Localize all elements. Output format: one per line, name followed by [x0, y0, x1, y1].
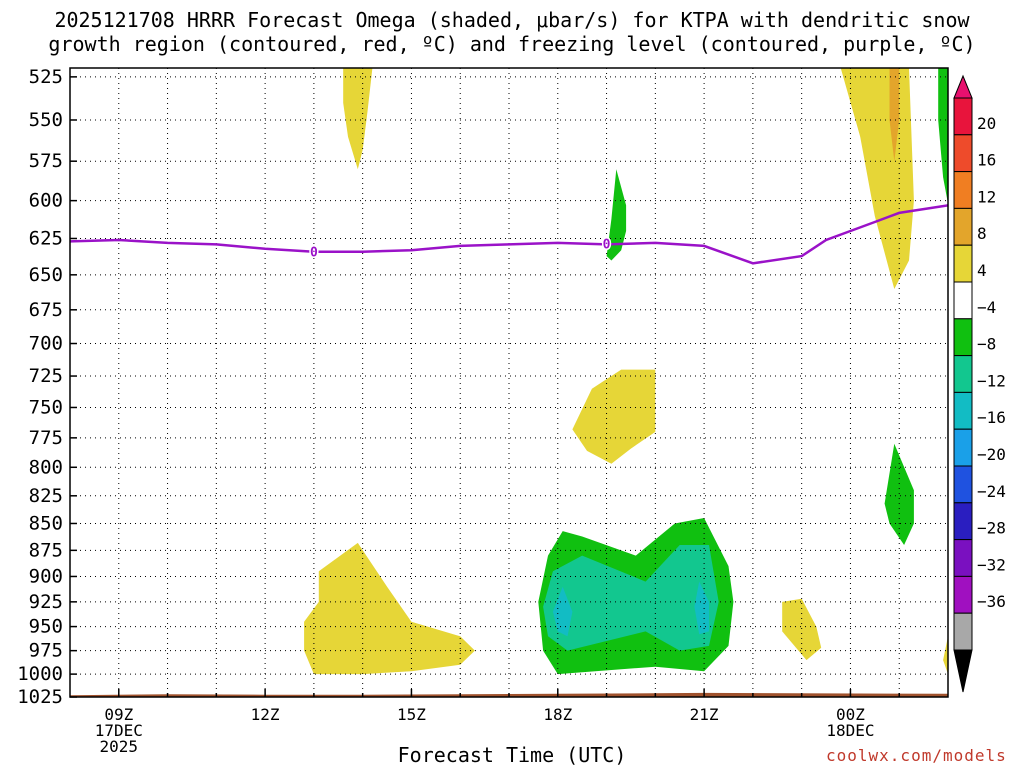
x-axis-label: Forecast Time (UTC) [397, 743, 627, 767]
colorbar-swatch [953, 539, 973, 577]
omega-region-negative-21z-core [694, 581, 709, 635]
x-tick-label-09Z: 09Z 17DEC 2025 [95, 705, 143, 756]
y-tick-label-1000: 1000 [17, 663, 63, 685]
colorbar-label: −32 [977, 555, 1006, 574]
omega-region-positive-13z-low [304, 542, 475, 675]
omega-region-positive-14z-upper [343, 68, 373, 170]
chart-title-line-1: 2025121708 HRRR Forecast Omega (shaded, … [54, 8, 970, 32]
colorbar-swatch [953, 465, 973, 504]
freezing-level-label: 0 [603, 238, 611, 253]
x-axis-tick-labels: 09Z 17DEC 2025 12Z 15Z 18Z 21Z 00Z 18DEC [95, 705, 875, 756]
colorbar-swatch [953, 575, 973, 614]
colorbar-label: −8 [977, 335, 996, 354]
chart-title-line-2: growth region (contoured, red, ºC) and f… [48, 32, 976, 56]
omega-region-negative-26z-upper [938, 68, 948, 204]
y-tick-label-900: 900 [29, 565, 63, 587]
omega-region-negative-19z-upper [606, 169, 627, 261]
colorbar-label: −36 [977, 592, 1006, 611]
colorbar-swatch [953, 171, 973, 209]
colorbar-swatch [953, 502, 973, 541]
colorbar-swatch [953, 428, 973, 467]
y-tick-label-750: 750 [29, 396, 63, 418]
y-tick-label-675: 675 [29, 299, 63, 321]
omega-region-negative-19z-low-middle [543, 545, 719, 651]
x-tick-label-18Z: 18Z [543, 705, 572, 724]
colorbar-label: 20 [977, 114, 996, 133]
plot-axes [69, 67, 949, 698]
omega-region-positive-23z-low [782, 598, 822, 661]
credit-text: coolwx.com/models [826, 746, 1007, 765]
colorbar-label: −16 [977, 408, 1006, 427]
colorbar-swatch [953, 318, 973, 357]
freezing-level-label: 0 [310, 246, 318, 261]
y-tick-label-1025: 1025 [17, 686, 63, 708]
y-tick-label-800: 800 [29, 456, 63, 478]
omega-region-positive-19z-mid [572, 369, 656, 464]
colorbar-label: −24 [977, 482, 1006, 501]
grid-lines [70, 68, 948, 698]
y-tick-label-575: 575 [29, 150, 63, 172]
y-tick-label-925: 925 [29, 591, 63, 613]
y-tick-label-600: 600 [29, 190, 63, 212]
omega-region-positive-26z-low [943, 636, 948, 675]
x-tick-label-12Z: 12Z [251, 705, 280, 724]
colorbar-label: −4 [977, 298, 996, 317]
colorbar-swatch [953, 244, 973, 283]
y-tick-label-650: 650 [29, 264, 63, 286]
plot-frame [69, 67, 949, 698]
y-tick-label-550: 550 [29, 109, 63, 131]
y-tick-label-775: 775 [29, 427, 63, 449]
colorbar-swatch [953, 207, 973, 246]
omega-region-positive-25z-upper [840, 68, 914, 289]
y-tick-label-725: 725 [29, 365, 63, 387]
x-tick-label-15Z: 15Z [397, 705, 426, 724]
colorbar-swatch [953, 612, 973, 651]
colorbar-bottom-arrow [953, 649, 973, 693]
colorbar-swatch [953, 355, 973, 393]
x-tick-label-00Z: 00Z 18DEC [826, 705, 874, 740]
freezing-level-line [70, 204, 948, 265]
x-tick-label-21Z: 21Z [690, 705, 719, 724]
y-tick-label-700: 700 [29, 333, 63, 355]
y-tick-label-975: 975 [29, 640, 63, 662]
colorbar-swatch [953, 391, 973, 430]
y-tick-label-950: 950 [29, 616, 63, 638]
omega-region-positive-25z-upper-core [889, 68, 900, 162]
omega-shaded-features [304, 68, 948, 675]
colorbar-label: 4 [977, 261, 987, 280]
colorbar-label: −20 [977, 445, 1006, 464]
y-axis-tick-labels: 525 550 575 600 625 650 675 700 725 750 775 800 825 8… [17, 66, 63, 708]
omega-region-negative-25z-mid [884, 443, 914, 545]
freezing-level-layer: 00 [70, 204, 948, 265]
colorbar-top-arrow [953, 74, 973, 99]
y-tick-label-875: 875 [29, 539, 63, 561]
colorbar-label: 16 [977, 151, 996, 170]
y-tick-label-825: 825 [29, 485, 63, 507]
colorbar: 20 16 12 8 4 −4 −8 −12 −16 −20 −24 −28 −32 −36 [953, 74, 1006, 693]
y-tick-label-625: 625 [29, 227, 63, 249]
colorbar-label: −12 [977, 371, 1006, 390]
colorbar-label: −28 [977, 519, 1006, 538]
y-tick-label-850: 850 [29, 512, 63, 534]
colorbar-label: 8 [977, 224, 987, 243]
colorbar-swatch [953, 134, 973, 173]
y-tick-label-525: 525 [29, 66, 63, 88]
colorbar-label: 12 [977, 187, 996, 206]
colorbar-swatch [953, 281, 973, 320]
colorbar-swatch [953, 97, 973, 136]
